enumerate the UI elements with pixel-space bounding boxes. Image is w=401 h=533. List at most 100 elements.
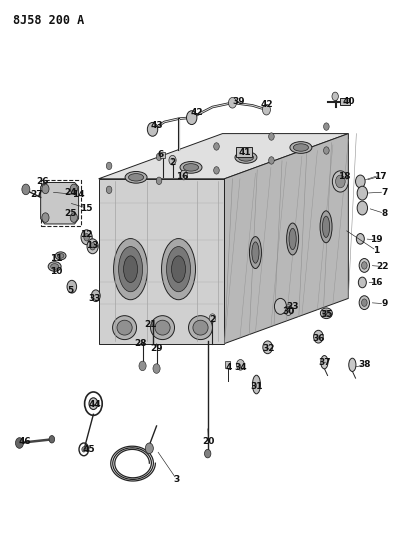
Ellipse shape (287, 223, 299, 255)
Circle shape (42, 213, 49, 222)
Text: 20: 20 (203, 438, 215, 447)
Circle shape (262, 104, 270, 115)
Ellipse shape (155, 320, 170, 335)
Text: 2: 2 (209, 315, 216, 324)
Text: 5: 5 (67, 286, 74, 295)
Ellipse shape (128, 174, 144, 181)
Ellipse shape (113, 316, 137, 340)
Bar (225, 361, 231, 368)
Polygon shape (225, 134, 348, 344)
Circle shape (22, 184, 30, 195)
Ellipse shape (249, 237, 261, 269)
Circle shape (237, 360, 245, 370)
Text: 28: 28 (134, 339, 147, 348)
Ellipse shape (321, 356, 328, 369)
Ellipse shape (113, 239, 148, 300)
Text: 16: 16 (176, 172, 189, 181)
Text: 29: 29 (150, 344, 163, 353)
Ellipse shape (289, 228, 296, 249)
Text: 27: 27 (30, 190, 43, 199)
Circle shape (332, 171, 348, 192)
Text: 7: 7 (381, 188, 387, 197)
Text: 21: 21 (144, 320, 157, 329)
Circle shape (42, 184, 49, 193)
Circle shape (336, 175, 345, 188)
Circle shape (356, 175, 365, 188)
Text: 24: 24 (64, 188, 77, 197)
Circle shape (16, 438, 24, 448)
Circle shape (70, 184, 77, 193)
Circle shape (180, 170, 187, 180)
Text: 12: 12 (80, 230, 93, 239)
Ellipse shape (253, 375, 260, 394)
Text: 8J58 200 A: 8J58 200 A (13, 14, 84, 27)
Ellipse shape (238, 154, 253, 161)
Text: 25: 25 (65, 209, 77, 218)
Ellipse shape (193, 320, 208, 335)
Circle shape (358, 277, 367, 288)
Bar (237, 148, 253, 157)
Circle shape (324, 123, 329, 130)
Circle shape (263, 341, 272, 354)
Text: 26: 26 (36, 177, 49, 186)
Circle shape (87, 239, 98, 254)
Text: 31: 31 (250, 382, 263, 391)
Text: 33: 33 (88, 294, 101, 303)
Circle shape (156, 177, 162, 184)
Circle shape (357, 186, 368, 200)
Text: 4: 4 (225, 363, 232, 372)
Text: 19: 19 (370, 236, 383, 245)
Text: 22: 22 (376, 262, 389, 271)
Circle shape (209, 314, 216, 322)
Circle shape (362, 262, 367, 269)
Text: 11: 11 (51, 254, 63, 263)
Ellipse shape (117, 320, 132, 335)
Text: 13: 13 (86, 241, 99, 250)
Text: 9: 9 (381, 299, 387, 308)
Text: 39: 39 (232, 97, 245, 106)
Ellipse shape (166, 247, 190, 292)
Circle shape (153, 364, 160, 373)
Ellipse shape (125, 172, 147, 183)
Circle shape (169, 156, 176, 165)
Ellipse shape (235, 151, 257, 163)
Text: 35: 35 (320, 310, 332, 319)
Circle shape (205, 449, 211, 458)
Circle shape (106, 162, 112, 169)
Text: 41: 41 (238, 148, 251, 157)
Bar (340, 98, 350, 106)
Circle shape (269, 133, 274, 140)
Bar (160, 152, 165, 158)
Ellipse shape (162, 239, 196, 300)
Text: 8: 8 (381, 209, 387, 218)
Ellipse shape (183, 164, 198, 171)
Ellipse shape (51, 264, 59, 269)
Circle shape (90, 243, 95, 250)
Text: 1: 1 (373, 246, 379, 255)
Circle shape (229, 98, 237, 108)
Circle shape (70, 213, 77, 222)
Circle shape (314, 330, 323, 343)
Polygon shape (99, 134, 348, 179)
Text: 46: 46 (18, 438, 31, 447)
Text: 3: 3 (173, 475, 180, 483)
Ellipse shape (322, 216, 330, 237)
Ellipse shape (180, 161, 202, 173)
Circle shape (139, 361, 146, 370)
Text: 45: 45 (82, 446, 95, 455)
Text: 42: 42 (190, 108, 203, 117)
Circle shape (82, 447, 86, 452)
Ellipse shape (320, 211, 332, 243)
Ellipse shape (290, 142, 312, 154)
Polygon shape (99, 179, 225, 344)
Ellipse shape (323, 310, 330, 317)
Text: 17: 17 (374, 172, 387, 181)
Text: 44: 44 (88, 400, 101, 409)
Circle shape (145, 443, 153, 454)
Ellipse shape (188, 316, 213, 340)
Circle shape (359, 296, 370, 310)
Circle shape (362, 299, 367, 306)
Ellipse shape (119, 247, 143, 292)
Text: 38: 38 (358, 360, 371, 369)
Text: 18: 18 (338, 172, 350, 181)
